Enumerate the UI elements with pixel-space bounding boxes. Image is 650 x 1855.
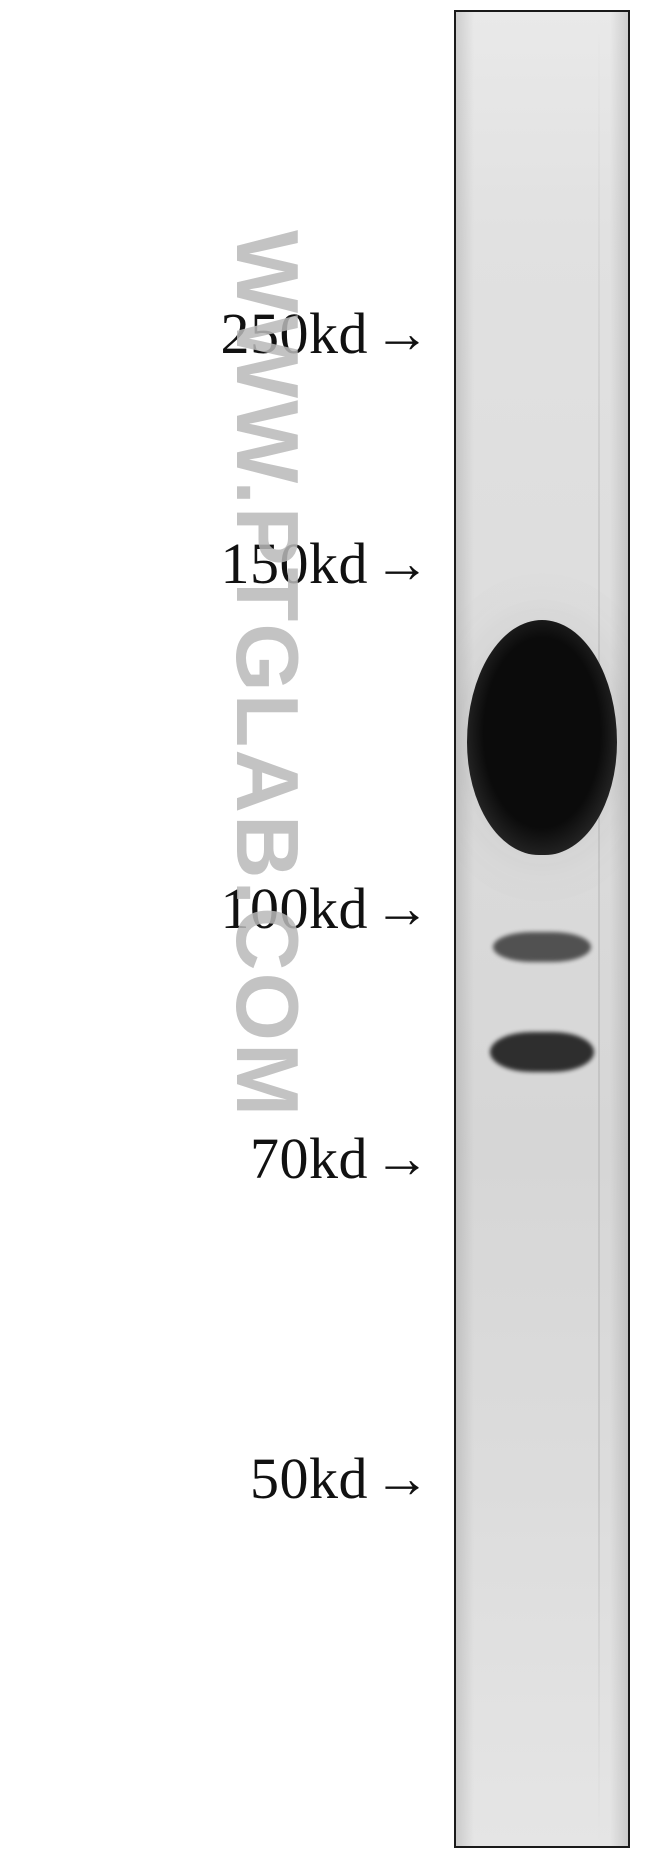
blot-figure: 250kd → 150kd → 100kd → 70kd → 50kd → WW… <box>0 0 650 1855</box>
band-secondary-upper <box>493 932 591 962</box>
mw-marker-50kd: 50kd → <box>250 1445 430 1512</box>
gel-lane <box>454 10 630 1848</box>
arrow-right-icon: → <box>374 536 430 592</box>
arrow-right-icon: → <box>374 306 430 362</box>
marker-label: 150kd <box>221 530 369 597</box>
arrow-right-icon: → <box>374 1131 430 1187</box>
mw-marker-100kd: 100kd → <box>221 875 431 942</box>
marker-label: 50kd <box>250 1445 368 1512</box>
mw-marker-150kd: 150kd → <box>221 530 431 597</box>
marker-label: 70kd <box>250 1125 368 1192</box>
band-main <box>467 620 617 855</box>
mw-marker-70kd: 70kd → <box>250 1125 430 1192</box>
band-secondary-lower <box>490 1032 594 1072</box>
marker-label: 250kd <box>221 300 369 367</box>
lane-edge-shadow-left <box>456 12 474 1846</box>
arrow-right-icon: → <box>374 1451 430 1507</box>
lane-edge-shadow-right <box>610 12 628 1846</box>
lane-background <box>456 12 628 1846</box>
marker-label: 100kd <box>221 875 369 942</box>
lane-ridge <box>598 12 600 1846</box>
mw-marker-250kd: 250kd → <box>221 300 431 367</box>
arrow-right-icon: → <box>374 881 430 937</box>
